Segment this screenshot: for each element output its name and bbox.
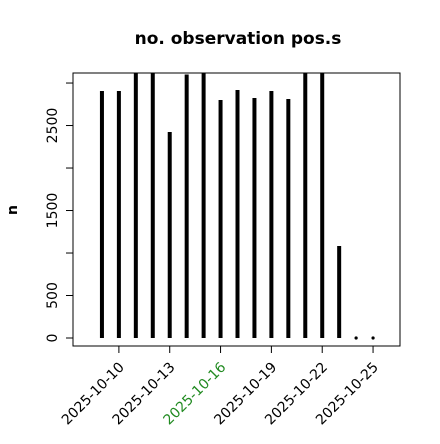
y-axis-label: n — [5, 205, 21, 215]
y-tick-label: 0 — [45, 334, 61, 343]
point — [354, 336, 358, 340]
point — [371, 336, 375, 340]
y-tick-label: 2500 — [45, 108, 61, 144]
chart-title: no. observation pos.s — [135, 29, 342, 49]
y-tick-label: 1500 — [45, 193, 61, 229]
plot-frame — [72, 72, 401, 347]
y-tick-label: 500 — [45, 282, 61, 309]
